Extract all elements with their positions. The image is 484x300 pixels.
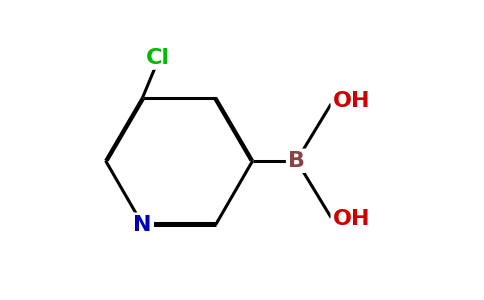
Text: N: N: [133, 215, 152, 235]
Text: B: B: [288, 151, 305, 171]
Text: Cl: Cl: [146, 48, 170, 68]
Text: OH: OH: [333, 209, 370, 229]
Text: OH: OH: [333, 209, 370, 229]
Text: B: B: [288, 151, 305, 171]
Text: OH: OH: [333, 92, 370, 112]
Text: N: N: [133, 215, 152, 235]
Text: OH: OH: [333, 92, 370, 112]
Text: Cl: Cl: [146, 48, 170, 68]
